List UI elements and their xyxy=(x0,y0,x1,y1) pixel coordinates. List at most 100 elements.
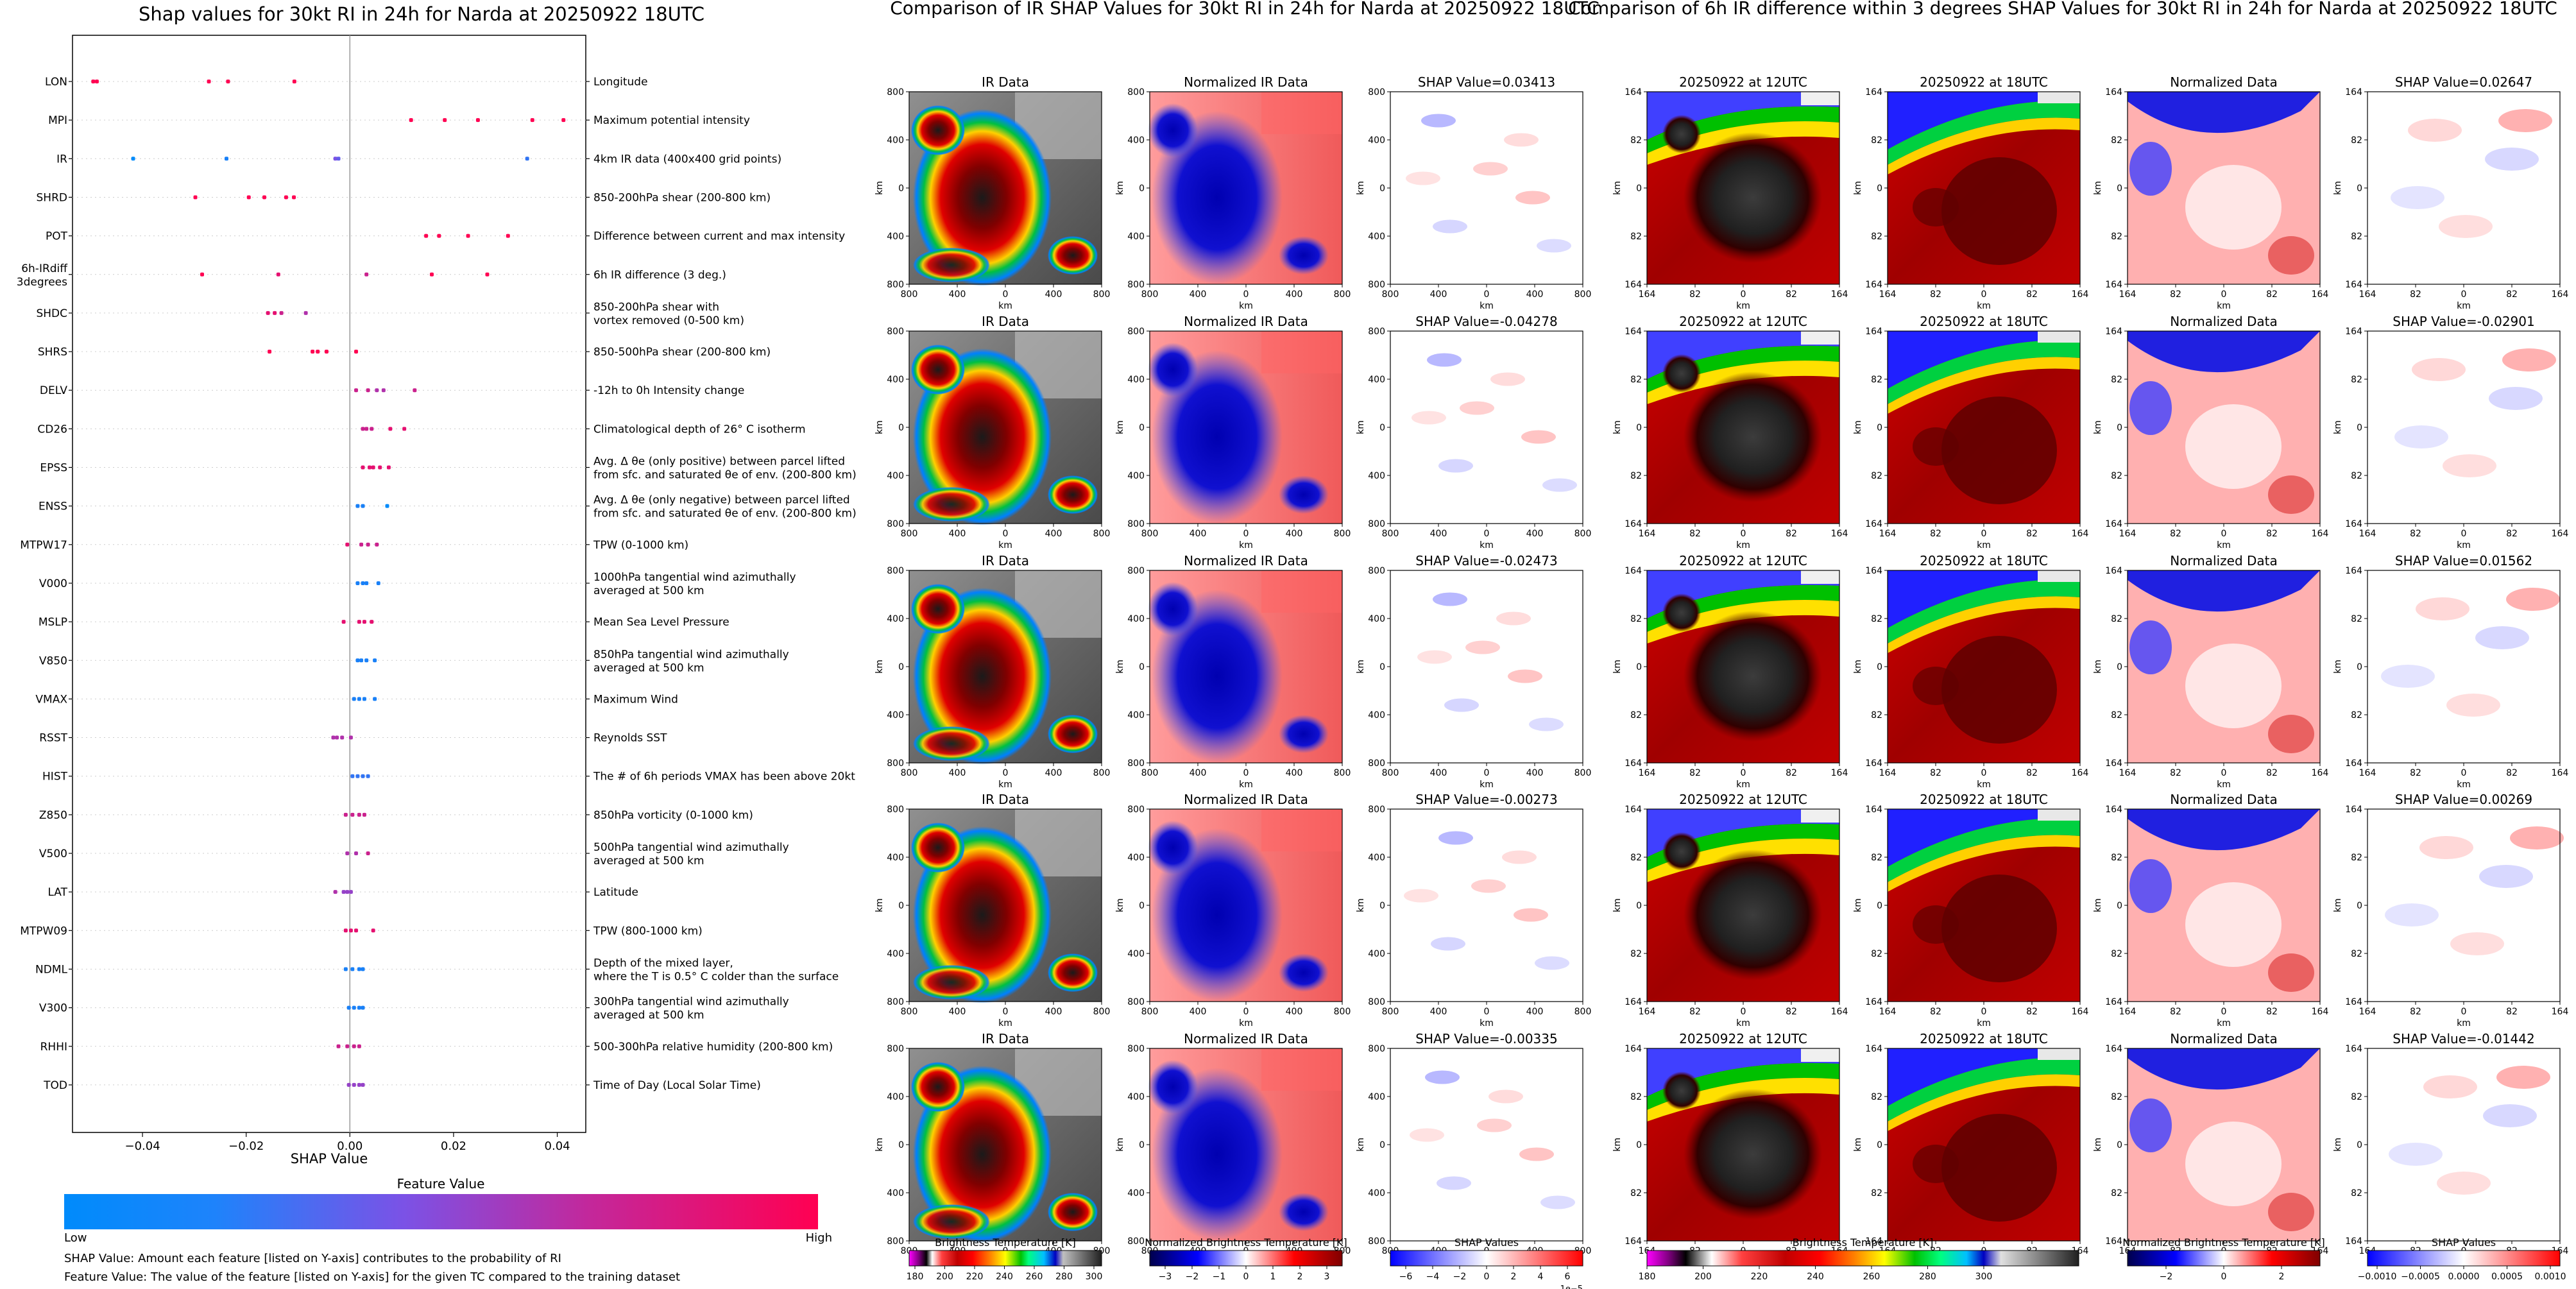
map-x-label: km xyxy=(1239,301,1253,311)
map-y-label: km xyxy=(1853,660,1863,674)
panel-title: 20250922 at 18UTC xyxy=(1920,74,2048,90)
map-y-tick: 82 xyxy=(2111,949,2122,959)
map-y-tick: 164 xyxy=(1865,566,1882,576)
map-y-tick: 164 xyxy=(2345,805,2362,815)
map-y-label: km xyxy=(2333,898,2343,912)
map-x-tick: 800 xyxy=(1382,1007,1399,1017)
map-y-tick: 400 xyxy=(1127,375,1145,385)
shap-point xyxy=(355,504,360,508)
shap-point xyxy=(352,1044,356,1048)
map-y-tick: 82 xyxy=(2351,710,2362,721)
shap-point xyxy=(385,504,389,508)
map-x-tick: 0 xyxy=(1003,1007,1009,1017)
ir-12utc-panel: 20250922 at 12UTC1648208216416482082164k… xyxy=(1612,1031,1848,1268)
feature-name: ENSS xyxy=(38,500,67,513)
colorbar-tick: 260 xyxy=(1026,1272,1043,1282)
map-y-tick: 800 xyxy=(1127,1044,1145,1054)
map-y-tick: 400 xyxy=(1127,853,1145,863)
colorbar-tick: 0.0010 xyxy=(2535,1272,2566,1282)
map-x-label: km xyxy=(1480,1018,1494,1029)
colorbar-label: SHAP Values xyxy=(2432,1236,2496,1249)
map-y-tick: 0 xyxy=(1379,1140,1385,1150)
colorbar-offset: 1e−5 xyxy=(1560,1285,1583,1289)
shap-point xyxy=(292,80,296,83)
map-x-tick: 0 xyxy=(2221,529,2227,539)
feature-row: MTPW17 TPW (0-1000 km) xyxy=(20,539,688,552)
map-y-tick: 0 xyxy=(2357,1140,2362,1150)
map-y-tick: 164 xyxy=(1625,280,1642,290)
colorbar-tick: −0.0010 xyxy=(2358,1272,2397,1282)
colorbar: SHAP Values −6 −4 −2 0 2 4 6 1e−5 xyxy=(1390,1236,1583,1289)
feature-description: 500hPa tangential wind azimuthally averag… xyxy=(593,841,789,867)
map-x-tick: 82 xyxy=(2026,529,2038,539)
map-y-label: km xyxy=(874,898,885,912)
map-y-tick: 400 xyxy=(1368,471,1385,481)
map-x-label: km xyxy=(1977,301,1991,311)
map-x-label: km xyxy=(2457,1018,2471,1029)
map-x-tick: 82 xyxy=(1786,529,1797,539)
map-y-tick: 0 xyxy=(1139,423,1145,433)
map-x-tick: 164 xyxy=(1879,529,1897,539)
map-x-label: km xyxy=(2217,1018,2231,1029)
map-y-tick: 400 xyxy=(887,710,904,721)
map-y-tick: 164 xyxy=(1865,327,1882,337)
map-x-label: km xyxy=(1736,540,1750,551)
map-y-label: km xyxy=(1853,898,1863,912)
map-x-tick: 164 xyxy=(2359,1007,2376,1017)
map-y-tick: 800 xyxy=(1127,758,1145,769)
map-y-tick: 800 xyxy=(887,327,904,337)
map-y-label: km xyxy=(1612,181,1623,195)
feature-row: V500 500hPa tangential wind azimuthally av… xyxy=(39,841,789,867)
map-y-tick: 82 xyxy=(1871,135,1882,146)
shap-point xyxy=(361,465,365,470)
x-tick-label: 0.02 xyxy=(441,1140,466,1153)
map-y-tick: 800 xyxy=(1127,327,1145,337)
feature-row: MPI Maximum potential intensity xyxy=(48,114,750,127)
feature-description: Latitude xyxy=(593,886,638,899)
panel-title: 20250922 at 12UTC xyxy=(1679,1031,1807,1046)
map-y-tick: 800 xyxy=(1368,1044,1385,1054)
feature-description: Maximum potential intensity xyxy=(593,114,750,127)
panel-title: Normalized Data xyxy=(2170,74,2278,90)
feature-description: Avg. Δ θe (only negative) between parcel… xyxy=(593,494,857,520)
feature-name: CD26 xyxy=(37,423,67,436)
shap-point xyxy=(341,890,346,894)
map-y-tick: 164 xyxy=(1625,805,1642,815)
map-y-tick: 0 xyxy=(2117,1140,2122,1150)
map-y-tick: 82 xyxy=(2351,135,2362,146)
map-y-tick: 0 xyxy=(898,1140,904,1150)
map-y-label: km xyxy=(874,420,885,434)
colorbar-label: Brightness Temperature [K] xyxy=(935,1236,1076,1249)
colorbar-tick: −2 xyxy=(2160,1272,2173,1282)
shap-point xyxy=(340,735,345,740)
map-y-tick: 800 xyxy=(887,1236,904,1247)
map-y-label: km xyxy=(2333,181,2343,195)
map-x-tick: 400 xyxy=(1045,289,1062,300)
map-y-tick: 82 xyxy=(1871,853,1882,863)
shap-point xyxy=(376,581,380,585)
map-x-label: km xyxy=(2217,301,2231,311)
map-y-tick: 800 xyxy=(887,519,904,529)
shap-point xyxy=(359,542,364,547)
colorbar-tick: 1 xyxy=(1270,1272,1276,1282)
map-x-tick: 164 xyxy=(2552,529,2569,539)
map-x-tick: 164 xyxy=(2119,289,2137,300)
shap-point xyxy=(386,465,391,470)
map-y-label: km xyxy=(874,1138,885,1152)
map-y-tick: 800 xyxy=(887,280,904,290)
map-y-tick: 82 xyxy=(2351,375,2362,385)
map-y-label: km xyxy=(2093,420,2103,434)
map-y-tick: 82 xyxy=(2111,135,2122,146)
map-x-tick: 82 xyxy=(1786,1007,1797,1017)
map-x-tick: 0 xyxy=(2221,289,2227,300)
feature-name: EPSS xyxy=(40,462,67,475)
map-x-tick: 164 xyxy=(1831,529,1848,539)
feature-name: MSLP xyxy=(38,616,67,629)
shap-point xyxy=(366,542,370,547)
map-y-tick: 0 xyxy=(1877,901,1882,911)
map-x-tick: 82 xyxy=(2506,289,2518,300)
map-x-tick: 0 xyxy=(1981,289,1987,300)
panel-title: 20250922 at 12UTC xyxy=(1679,553,1807,568)
